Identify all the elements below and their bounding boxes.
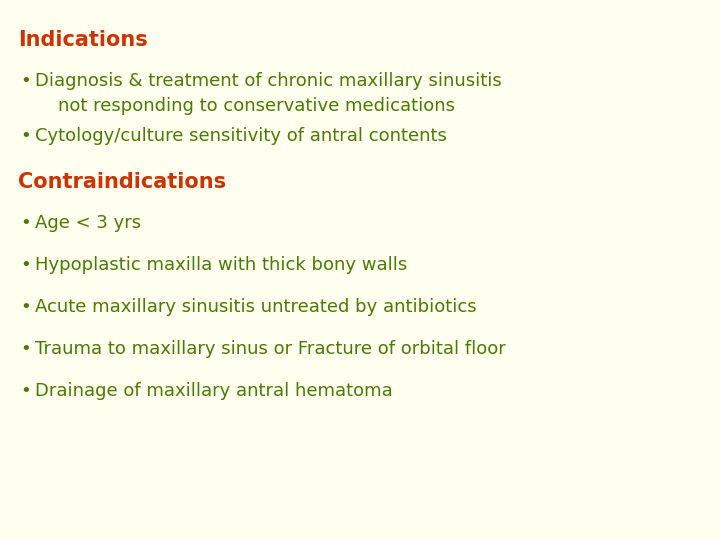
Text: •: •	[20, 382, 31, 400]
Text: Indications: Indications	[18, 30, 148, 50]
Text: Trauma to maxillary sinus or Fracture of orbital floor: Trauma to maxillary sinus or Fracture of…	[35, 340, 505, 358]
Text: Contraindications: Contraindications	[18, 172, 226, 192]
Text: •: •	[20, 72, 31, 90]
Text: •: •	[20, 256, 31, 274]
Text: •: •	[20, 340, 31, 358]
Text: •: •	[20, 298, 31, 316]
Text: •: •	[20, 214, 31, 232]
Text: •: •	[20, 127, 31, 145]
Text: Cytology/culture sensitivity of antral contents: Cytology/culture sensitivity of antral c…	[35, 127, 447, 145]
Text: Diagnosis & treatment of chronic maxillary sinusitis
    not responding to conse: Diagnosis & treatment of chronic maxilla…	[35, 72, 502, 115]
Text: Acute maxillary sinusitis untreated by antibiotics: Acute maxillary sinusitis untreated by a…	[35, 298, 477, 316]
Text: Age < 3 yrs: Age < 3 yrs	[35, 214, 141, 232]
Text: Hypoplastic maxilla with thick bony walls: Hypoplastic maxilla with thick bony wall…	[35, 256, 408, 274]
Text: Drainage of maxillary antral hematoma: Drainage of maxillary antral hematoma	[35, 382, 392, 400]
